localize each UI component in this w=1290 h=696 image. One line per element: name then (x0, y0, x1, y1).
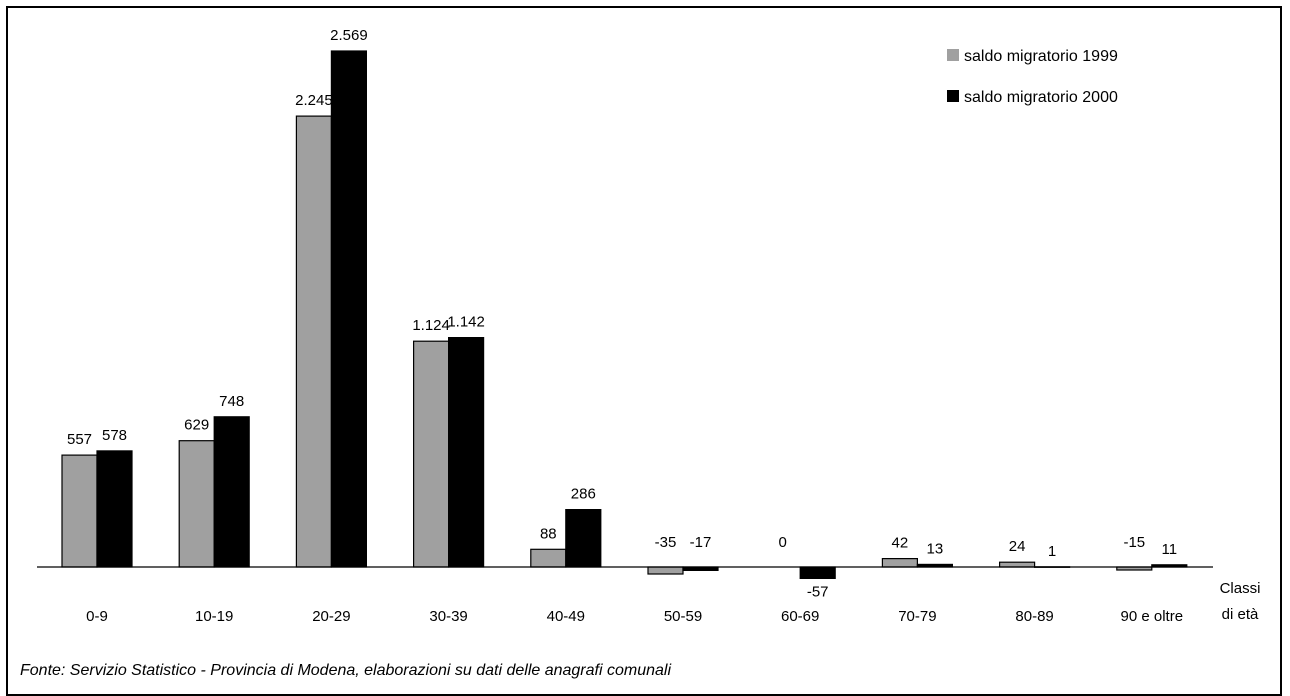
bars-group (61, 50, 1188, 579)
category-label-30-39: 30-39 (429, 608, 467, 625)
category-label-50-59: 50-59 (664, 608, 702, 625)
bar-40-49-2000 (565, 509, 602, 568)
category-labels: 0-9 10-19 20-29 30-39 40-49 50-59 60-69 70-79 80… (86, 608, 1183, 625)
bar-40-49-1999 (530, 548, 567, 568)
category-label-40-49: 40-49 (547, 608, 585, 625)
category-label-70-79: 70-79 (898, 608, 936, 625)
x-axis-label-line2: di età (1222, 606, 1259, 623)
category-label-80-89: 80-89 (1015, 608, 1053, 625)
bar-10-19-2000 (213, 416, 250, 568)
category-label-20-29: 20-29 (312, 608, 350, 625)
category-label-90-e-oltre: 90 e oltre (1121, 608, 1184, 625)
value-label-40-49-2000: 286 (571, 486, 596, 503)
value-label-50-59-2000: -17 (690, 534, 712, 551)
value-label-30-39-1999: 1.124 (412, 317, 450, 334)
bar-30-39-1999 (413, 340, 450, 568)
value-label-0-9-2000: 578 (102, 427, 127, 444)
value-label-90-e-oltre-1999: -15 (1123, 534, 1145, 551)
legend: saldo migratorio 1999 saldo migratorio 2… (947, 48, 1118, 106)
bar-30-39-2000 (448, 337, 485, 568)
value-label-60-69-1999: 0 (779, 534, 787, 551)
value-label-30-39-2000: 1.142 (447, 314, 485, 331)
bar-0-9-2000 (96, 450, 133, 568)
value-label-90-e-oltre-2000: 11 (1162, 541, 1178, 558)
value-label-80-89-1999: 24 (1009, 538, 1026, 555)
source-note: Fonte: Servizio Statistico - Provincia d… (20, 662, 671, 679)
value-label-70-79-1999: 42 (892, 535, 909, 552)
legend-swatch-2000 (947, 90, 959, 102)
legend-label-1999: saldo migratorio 1999 (964, 48, 1118, 65)
bar-70-79-1999 (881, 557, 919, 568)
value-label-20-29-1999: 2.245 (295, 92, 333, 109)
value-label-60-69-2000: -57 (807, 583, 829, 600)
bar-60-69-2000 (799, 566, 836, 579)
legend-swatch-1999 (947, 49, 959, 61)
bar-50-59-1999 (647, 566, 684, 575)
value-label-40-49-1999: 88 (540, 525, 557, 542)
chart-frame (6, 6, 1282, 696)
bar-20-29-1999 (295, 115, 332, 568)
value-label-50-59-1999: -35 (655, 534, 677, 551)
value-label-70-79-2000: 13 (927, 540, 944, 557)
category-label-60-69: 60-69 (781, 608, 819, 625)
x-axis-label-line1: Classi (1220, 580, 1261, 597)
value-label-80-89-2000: 1 (1048, 543, 1056, 560)
value-label-10-19-2000: 748 (219, 393, 244, 410)
bar-10-19-1999 (178, 440, 215, 568)
legend-label-2000: saldo migratorio 2000 (964, 89, 1118, 106)
bar-0-9-1999 (61, 454, 98, 568)
bar-80-89-1999 (998, 561, 1036, 568)
bar-20-29-2000 (330, 50, 367, 568)
value-label-10-19-1999: 629 (184, 417, 209, 434)
value-label-0-9-1999: 557 (67, 431, 92, 448)
value-label-20-29-2000: 2.569 (330, 27, 368, 44)
category-label-10-19: 10-19 (195, 608, 233, 625)
category-label-0-9: 0-9 (86, 608, 108, 625)
